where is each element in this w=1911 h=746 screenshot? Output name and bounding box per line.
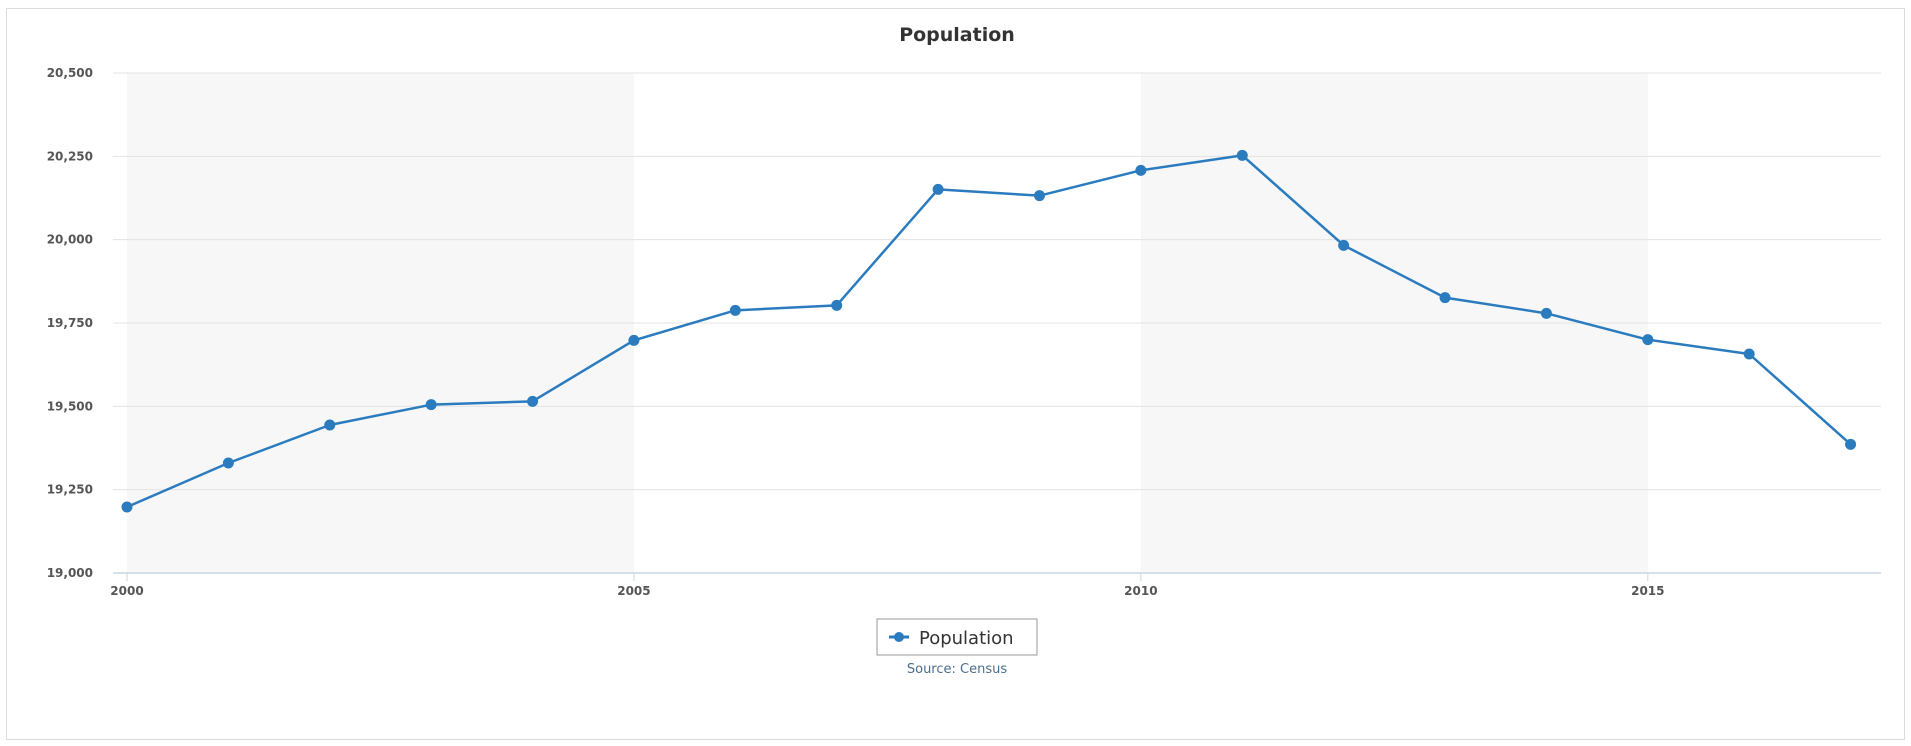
- data-point[interactable]: [527, 395, 539, 407]
- legend[interactable]: Population: [876, 618, 1038, 656]
- axes: 2000 2005 2010 2015: [110, 572, 1881, 598]
- x-tick-label: 2005: [617, 584, 650, 598]
- chart-container: 19,000 19,250 19,500 19,750 20,000 20,250 20,5…: [6, 8, 1905, 740]
- legend-marker-dot: [894, 632, 904, 642]
- legend-label: Population: [919, 628, 1014, 649]
- data-point[interactable]: [324, 419, 336, 431]
- data-point[interactable]: [1642, 334, 1654, 346]
- y-tick-label: 19,750: [47, 316, 93, 330]
- data-point[interactable]: [1236, 149, 1248, 161]
- y-tick-label: 20,500: [47, 66, 93, 80]
- line-chart: 19,000 19,250 19,500 19,750 20,000 20,250 20,5…: [47, 24, 1881, 677]
- data-point[interactable]: [1135, 164, 1147, 176]
- y-tick-label: 19,000: [47, 566, 93, 580]
- data-point[interactable]: [1540, 307, 1552, 319]
- series-line-population: [126, 154, 1852, 509]
- data-point[interactable]: [1845, 438, 1857, 450]
- chart-title: Population: [899, 24, 1015, 46]
- data-point[interactable]: [831, 299, 843, 311]
- data-point[interactable]: [1033, 190, 1045, 202]
- data-point[interactable]: [121, 501, 133, 513]
- y-tick-label: 20,000: [47, 233, 93, 247]
- data-point[interactable]: [628, 334, 640, 346]
- data-point[interactable]: [729, 304, 741, 316]
- y-tick-label: 19,500: [47, 399, 93, 413]
- series-layer: [121, 149, 1857, 513]
- x-tick-label: 2010: [1124, 584, 1157, 598]
- x-tick-label: 2000: [110, 584, 143, 598]
- chart-credit[interactable]: Source: Census: [907, 662, 1007, 677]
- data-point[interactable]: [932, 183, 944, 195]
- data-point[interactable]: [222, 457, 234, 469]
- data-point[interactable]: [1439, 292, 1451, 304]
- x-tick-label: 2015: [1631, 584, 1664, 598]
- data-point[interactable]: [1338, 239, 1350, 251]
- data-point[interactable]: [425, 399, 437, 411]
- data-point[interactable]: [1743, 348, 1755, 360]
- y-tick-label: 19,250: [47, 483, 93, 497]
- y-tick-label: 20,250: [47, 149, 93, 163]
